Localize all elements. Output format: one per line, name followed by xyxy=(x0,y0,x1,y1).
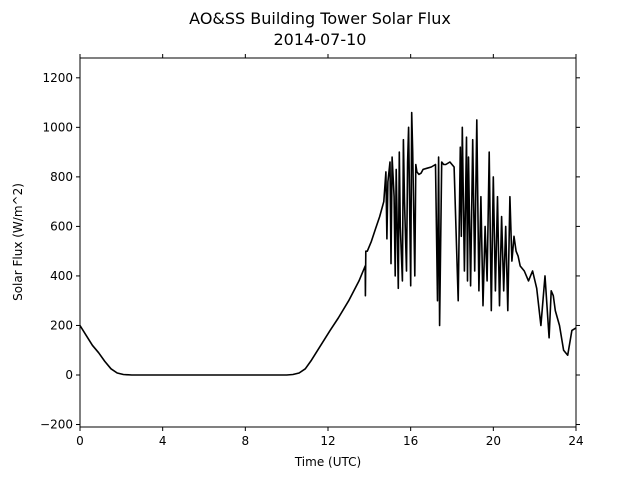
chart-subtitle: 2014-07-10 xyxy=(274,30,367,49)
y-tick-label: 800 xyxy=(50,170,73,184)
plot-frame xyxy=(79,57,577,428)
x-tick-label: 24 xyxy=(568,434,583,448)
x-tick-label: 0 xyxy=(76,434,84,448)
y-tick-label: 0 xyxy=(65,368,73,382)
x-tick-label: 20 xyxy=(486,434,501,448)
chart-title: AO&SS Building Tower Solar Flux xyxy=(189,9,451,28)
x-axis-label: Time (UTC) xyxy=(294,455,361,469)
x-tick-label: 16 xyxy=(403,434,418,448)
series-line xyxy=(79,111,577,376)
y-tick-label: 200 xyxy=(50,318,73,332)
y-axis-label: Solar Flux (W/m^2) xyxy=(11,183,25,301)
x-tick-label: 4 xyxy=(159,434,167,448)
y-tick-label: 400 xyxy=(50,269,73,283)
x-tick-label: 8 xyxy=(242,434,250,448)
y-tick-label: 1000 xyxy=(42,120,73,134)
y-tick-label: 600 xyxy=(50,219,73,233)
y-tick-label: 1200 xyxy=(42,71,73,85)
x-tick-label: 12 xyxy=(320,434,335,448)
plot-lines xyxy=(79,111,577,376)
y-tick-label: −200 xyxy=(40,418,73,432)
